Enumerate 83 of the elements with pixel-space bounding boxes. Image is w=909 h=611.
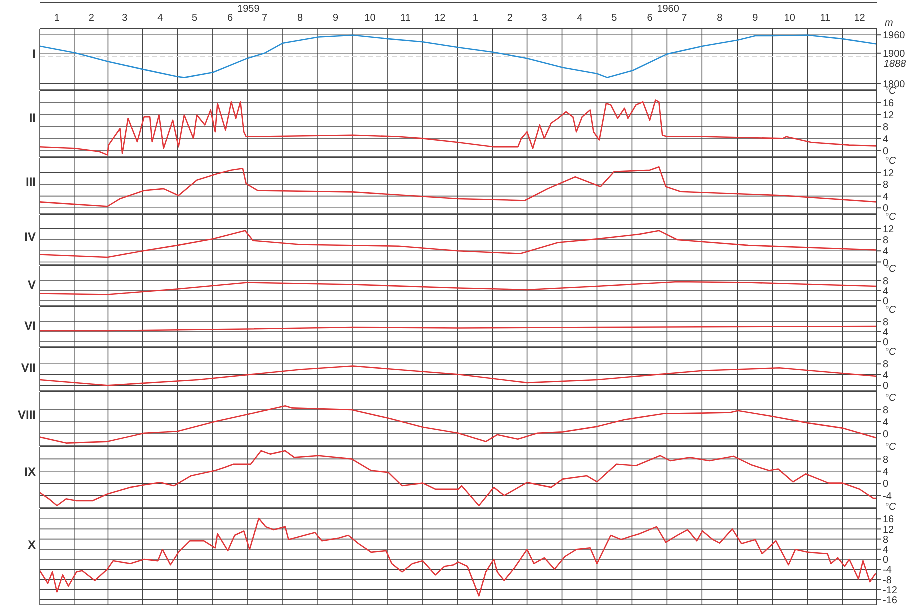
ref-line-label: 1888: [884, 59, 907, 70]
x-tick-label: 11: [820, 13, 832, 24]
text: I: [32, 47, 36, 62]
y-tick-label: 4: [883, 418, 889, 429]
y-tick-label: -16: [883, 595, 898, 606]
text: V: [28, 278, 36, 292]
y-tick-label: 4: [883, 544, 889, 556]
x2-tick-label: 1959: [238, 4, 260, 15]
y-tick-label: 8: [883, 454, 889, 466]
x-tick-label: 11: [400, 13, 412, 24]
y-tick-label: -8: [883, 575, 892, 586]
y-tick-label: 4: [883, 246, 889, 258]
y-tick-label: 1960: [883, 30, 906, 42]
y-tick-label: 12: [883, 224, 895, 236]
y-tick-label: 4: [883, 192, 889, 203]
y-tick-label: 8: [883, 534, 889, 546]
y-axis-title: °C: [885, 502, 896, 514]
y-axis-title: °C: [885, 86, 896, 97]
x-tick-label: 5: [612, 13, 618, 24]
x-tick-label: 12: [854, 13, 866, 24]
text: II: [29, 110, 36, 125]
y-tick-label: 12: [883, 168, 895, 180]
x-tick-label: 3: [542, 13, 548, 24]
text: VII: [21, 360, 36, 375]
x-tick-label: 4: [158, 13, 164, 24]
y-axis-title: °C: [885, 305, 896, 316]
x-tick-label: 2: [88, 13, 95, 24]
x-tick-label: 6: [228, 13, 234, 24]
y-tick-label: -4: [883, 491, 892, 502]
y-tick-label: 16: [883, 514, 895, 526]
text: X: [28, 538, 36, 552]
text: VI: [24, 319, 36, 333]
text: VIII: [18, 408, 36, 422]
y-tick-label: 4: [883, 370, 889, 382]
y-tick-label: -4: [883, 565, 892, 576]
x-tick-label: 8: [717, 13, 724, 24]
x-tick-label: 10: [784, 13, 796, 24]
y-tick-label: 1900: [883, 48, 906, 60]
y-tick-label: 8: [883, 122, 889, 134]
x-tick-label: 3: [122, 13, 128, 24]
y-axis-title: °C: [885, 156, 896, 167]
y-tick-label: 0: [883, 479, 889, 490]
x-tick-label: 7: [682, 13, 688, 24]
y-axis-title: °C: [885, 442, 896, 454]
x-tick-label: 2: [507, 13, 514, 24]
y-tick-label: 8: [883, 406, 889, 417]
x-tick-label: 9: [333, 13, 340, 24]
y-tick-label: 12: [883, 524, 895, 536]
x-tick-label: 10: [364, 13, 376, 24]
x-tick-label: 12: [434, 13, 446, 24]
y-axis-title: °C: [885, 347, 896, 358]
y-tick-label: 4: [883, 134, 889, 146]
y-tick-label: 8: [883, 360, 889, 371]
y-axis-title: °C: [885, 393, 896, 404]
y-tick-label: 0: [883, 146, 889, 158]
x-tick-label: 4: [577, 13, 584, 24]
y-tick-label: 8: [883, 276, 889, 288]
text: IV: [24, 230, 36, 244]
x-tick-label: 5: [192, 13, 198, 24]
y-tick-label: 8: [883, 318, 889, 329]
y-tick-label: 0: [883, 555, 889, 566]
y-tick-label: 4: [883, 328, 889, 339]
y-tick-label: 4: [883, 286, 889, 298]
y-axis-title: m: [885, 18, 894, 30]
text: III: [26, 174, 36, 189]
y-tick-label: 0: [883, 338, 889, 349]
x-tick-label: 7: [262, 13, 268, 24]
x-tick-label: 1: [472, 13, 479, 24]
y-tick-label: 8: [883, 180, 889, 192]
y-tick-label: 0: [883, 430, 889, 441]
y-axis-title: °C: [885, 212, 896, 223]
y-tick-label: 8: [883, 236, 889, 247]
x2-tick-label: 1960: [657, 4, 680, 15]
y-tick-label: 12: [883, 110, 895, 122]
y-tick-label: 0: [883, 381, 889, 392]
x-tick-label: 8: [297, 13, 304, 24]
x-tick-label: 9: [752, 13, 759, 24]
x-tick-label: 6: [647, 13, 654, 24]
y-tick-label: -12: [883, 585, 898, 596]
y-tick-label: 4: [883, 466, 889, 478]
text: IX: [24, 465, 36, 480]
y-tick-label: 16: [883, 98, 895, 110]
x-tick-label: 1: [54, 13, 60, 24]
